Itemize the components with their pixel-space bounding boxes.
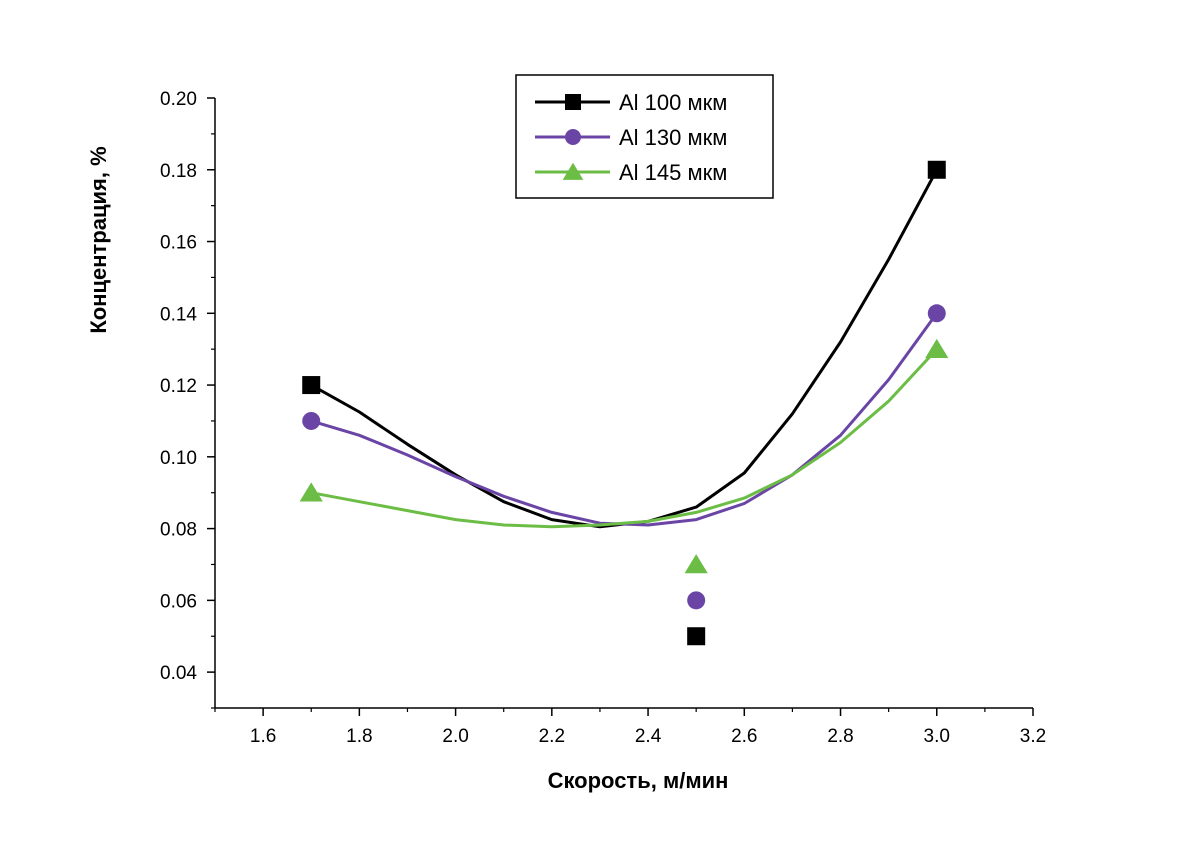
x-tick-label: 2.4 — [635, 726, 662, 747]
data-point-series-1 — [687, 627, 706, 646]
x-tick-label: 2.0 — [442, 726, 468, 747]
data-point-series-2 — [687, 591, 706, 610]
trend-line-series-1 — [309, 168, 939, 529]
y-axis-title: Концентрация, % — [86, 146, 111, 333]
data-point-series-1 — [302, 376, 321, 395]
data-point-series-3 — [684, 554, 708, 574]
data-point-series-2 — [927, 304, 946, 323]
x-axis-title: Скорость, м/мин — [548, 768, 729, 793]
x-tick-label: 1.8 — [346, 726, 372, 747]
data-point-series-3 — [925, 338, 949, 358]
y-tick-label: 0.06 — [160, 591, 197, 612]
axes: 0.04 0.06 0.08 0.10 0.12 0.14 0.16 0.18 0.20 1.6 1… — [160, 89, 1046, 747]
data-point-series-2 — [302, 411, 321, 430]
x-tick-label: 3.0 — [924, 726, 950, 747]
x-tick-label: 2.6 — [731, 726, 757, 747]
legend-label-al-130: Al 130 мкм — [619, 125, 727, 150]
y-tick-label: 0.10 — [160, 448, 197, 469]
data-point-series-1 — [927, 160, 946, 179]
x-tick-label: 2.8 — [827, 726, 853, 747]
trend-lines — [309, 168, 939, 529]
trend-line-series-2 — [309, 311, 939, 527]
legend-marker-series-1 — [565, 94, 581, 110]
y-tick-label: 0.04 — [160, 663, 197, 684]
x-tick-label: 1.6 — [250, 726, 276, 747]
data-point-series-3 — [299, 482, 323, 502]
y-tick-label: 0.12 — [160, 376, 197, 397]
y-tick-label: 0.08 — [160, 520, 197, 541]
legend-marker-series-3 — [562, 162, 584, 180]
trend-line-series-3 — [309, 347, 939, 529]
y-tick-label: 0.20 — [160, 89, 197, 110]
x-tick-label: 2.2 — [539, 726, 565, 747]
y-tick-label: 0.18 — [160, 161, 197, 182]
y-tick-label: 0.14 — [160, 304, 197, 325]
data-points — [299, 160, 949, 646]
y-tick-label: 0.16 — [160, 233, 197, 254]
legend-label-al-145: Al 145 мкм — [619, 160, 727, 185]
x-tick-label: 3.2 — [1020, 726, 1046, 747]
legend-marker-series-2 — [565, 129, 581, 145]
legend-label-al-100: Al 100 мкм — [619, 90, 727, 115]
legend: Al 100 мкм Al 130 мкм Al 145 мкм — [515, 74, 774, 199]
